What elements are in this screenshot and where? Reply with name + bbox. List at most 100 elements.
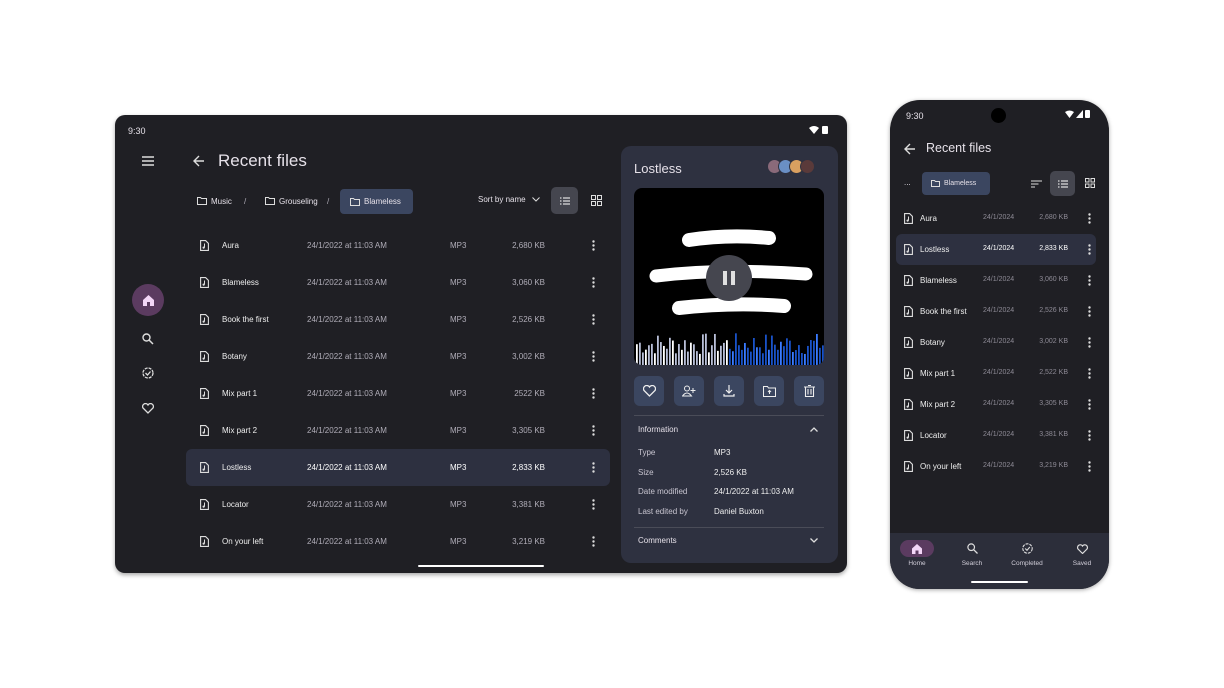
waveform-bar (714, 333, 716, 365)
back-arrow-icon[interactable] (904, 143, 916, 155)
file-name: Aura (222, 241, 239, 250)
nav-item-completed[interactable]: Completed (1005, 539, 1049, 571)
file-size: 3,219 KB (1039, 462, 1068, 469)
file-size: 2,526 KB (512, 315, 545, 324)
audio-file-icon (200, 425, 209, 436)
more-button[interactable] (1088, 306, 1091, 317)
list-view-button[interactable] (1050, 171, 1075, 196)
breadcrumb-blameless[interactable]: Blameless (922, 172, 990, 195)
camera-cutout (991, 108, 1006, 123)
audio-file-icon (200, 388, 209, 399)
more-button[interactable] (592, 277, 595, 288)
more-button[interactable] (592, 240, 595, 251)
nav-item-home[interactable]: Home (895, 539, 939, 571)
menu-icon[interactable] (142, 156, 154, 166)
move-button[interactable] (754, 376, 784, 406)
pause-button[interactable] (706, 255, 752, 301)
more-button[interactable] (1088, 244, 1091, 255)
file-date: 24/1/2024 (983, 431, 1015, 438)
audio-file-icon (904, 337, 913, 348)
collaborator-avatars[interactable] (767, 159, 815, 174)
waveform[interactable] (636, 333, 824, 365)
rail-home[interactable] (132, 284, 164, 316)
breadcrumb-music[interactable]: Music (197, 195, 232, 207)
waveform-bar (771, 335, 773, 365)
file-size: 3,381 KB (512, 500, 545, 509)
file-date: 24/1/2022 at 11:03 AM (307, 500, 387, 509)
breadcrumb-grouseling[interactable]: Grouseling (265, 195, 318, 207)
gesture-bar (971, 581, 1028, 583)
waveform-bar (747, 347, 749, 365)
more-button[interactable] (1088, 461, 1091, 472)
file-row[interactable]: Aura 24/1/2022 at 11:03 AM MP3 2,680 KB (186, 227, 610, 264)
audio-file-icon (904, 244, 913, 255)
file-row[interactable]: Mix part 1 24/1/2022 at 11:03 AM MP3 252… (186, 375, 610, 412)
wifi-icon (1065, 110, 1074, 118)
waveform-bar (654, 353, 656, 365)
sort-icon[interactable] (1031, 180, 1042, 188)
more-button[interactable] (592, 425, 595, 436)
file-row[interactable]: On your left 24/1/2022 at 11:03 AM MP3 3… (186, 523, 610, 560)
download-button[interactable] (714, 376, 744, 406)
favorite-button[interactable] (634, 376, 664, 406)
more-button[interactable] (1088, 430, 1091, 441)
more-button[interactable] (592, 499, 595, 510)
file-row[interactable]: Mix part 2 24/1/2024 3,305 KB (896, 389, 1096, 420)
more-button[interactable] (1088, 275, 1091, 286)
back-arrow-icon[interactable] (193, 155, 205, 167)
file-row[interactable]: Blameless 24/1/2022 at 11:03 AM MP3 3,06… (186, 264, 610, 301)
share-button[interactable] (674, 376, 704, 406)
divider (634, 527, 824, 528)
file-row[interactable]: Mix part 1 24/1/2024 2,522 KB (896, 358, 1096, 389)
comments-section-header[interactable]: Comments (634, 528, 824, 554)
breadcrumb-separator: / (327, 197, 330, 206)
file-row[interactable]: Lostless 24/1/2022 at 11:03 AM MP3 2,833… (186, 449, 610, 486)
chevron-up-icon (810, 427, 818, 432)
more-button[interactable] (592, 351, 595, 362)
waveform-bar (696, 351, 698, 365)
nav-item-search[interactable]: Search (950, 539, 994, 571)
file-row[interactable]: Locator 24/1/2024 3,381 KB (896, 420, 1096, 451)
more-button[interactable] (592, 314, 595, 325)
delete-button[interactable] (794, 376, 824, 406)
more-button[interactable] (592, 462, 595, 473)
more-button[interactable] (1088, 213, 1091, 224)
breadcrumb-blameless[interactable]: Blameless (340, 189, 413, 214)
waveform-bar (762, 353, 764, 365)
file-row[interactable]: Book the first 24/1/2024 2,526 KB (896, 296, 1096, 327)
sort-dropdown[interactable]: Sort by name (478, 195, 540, 204)
information-section-header[interactable]: Information (634, 416, 824, 442)
file-row[interactable]: Blameless 24/1/2024 3,060 KB (896, 265, 1096, 296)
waveform-bar (774, 344, 776, 365)
file-row[interactable]: On your left 24/1/2024 3,219 KB (896, 451, 1096, 482)
file-row[interactable]: Aura 24/1/2024 2,680 KB (896, 203, 1096, 234)
completed-icon[interactable] (142, 367, 154, 379)
grid-view-icon[interactable] (591, 195, 602, 206)
file-date: 24/1/2024 (983, 338, 1015, 345)
waveform-bar (648, 345, 650, 365)
file-name: Locator (222, 500, 249, 509)
more-button[interactable] (1088, 368, 1091, 379)
search-icon[interactable] (142, 333, 154, 345)
breadcrumb-overflow[interactable]: ... (904, 178, 911, 187)
nav-item-saved[interactable]: Saved (1060, 539, 1104, 571)
info-label: Last edited by (638, 506, 688, 516)
file-row[interactable]: Botany 24/1/2022 at 11:03 AM MP3 3,002 K… (186, 338, 610, 375)
waveform-bar (678, 344, 680, 365)
grid-view-icon[interactable] (1085, 178, 1095, 188)
file-row[interactable]: Botany 24/1/2024 3,002 KB (896, 327, 1096, 358)
more-button[interactable] (1088, 399, 1091, 410)
more-button[interactable] (1088, 337, 1091, 348)
file-row[interactable]: Locator 24/1/2022 at 11:03 AM MP3 3,381 … (186, 486, 610, 523)
waveform-bar (639, 342, 641, 365)
home-icon (912, 543, 922, 554)
more-button[interactable] (592, 388, 595, 399)
heart-icon[interactable] (142, 403, 154, 414)
waveform-bar (750, 351, 752, 365)
file-row[interactable]: Lostless 24/1/2024 2,833 KB (896, 234, 1096, 265)
list-view-button[interactable] (551, 187, 578, 214)
file-row[interactable]: Book the first 24/1/2022 at 11:03 AM MP3… (186, 301, 610, 338)
file-row[interactable]: Mix part 2 24/1/2022 at 11:03 AM MP3 3,3… (186, 412, 610, 449)
more-button[interactable] (592, 536, 595, 547)
file-size: 3,305 KB (512, 426, 545, 435)
